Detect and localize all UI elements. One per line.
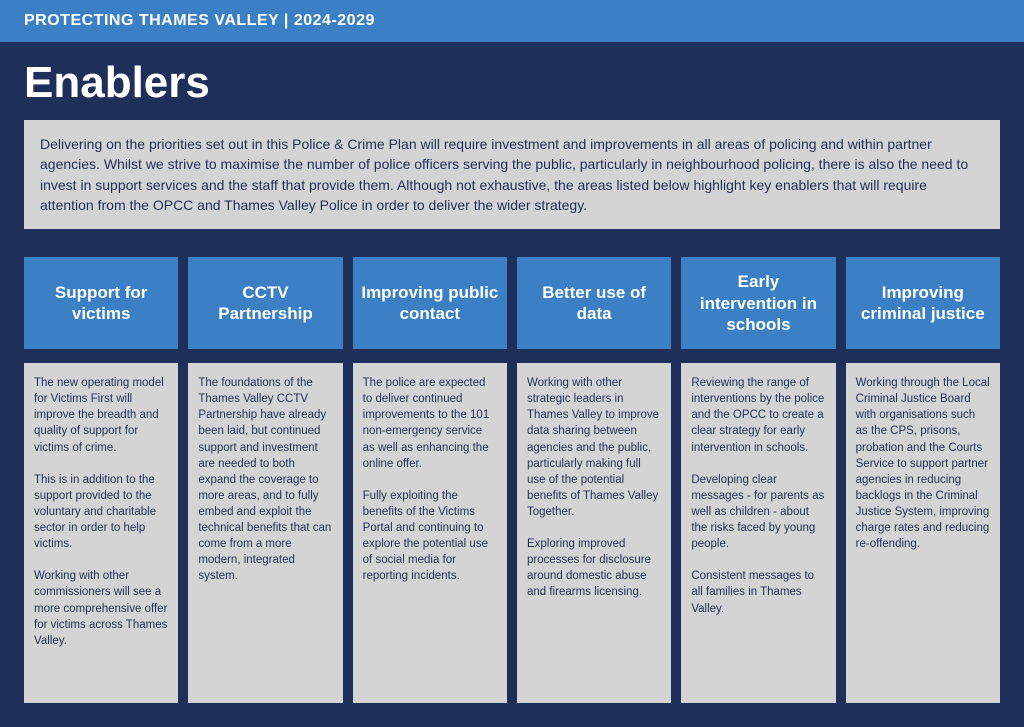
card-body: Working with other strategic leaders in … [517,363,671,703]
card-body: The police are expected to deliver conti… [353,363,507,703]
card-body: The foundations of the Thames Valley CCT… [188,363,342,703]
card-header: Better use of data [517,257,671,349]
card-heading: Improving criminal justice [852,282,994,325]
card-header: CCTV Partnership [188,257,342,349]
card-body: Working through the Local Criminal Justi… [846,363,1000,703]
intro-text: Delivering on the priorities set out in … [40,136,968,213]
card-body: The new operating model for Victims Firs… [24,363,178,703]
banner-text: PROTECTING THAMES VALLEY | 2024-2029 [24,12,375,29]
page-title: Enablers [24,58,1000,108]
card-header: Early intervention in schools [681,257,835,349]
card-heading: Support for victims [30,282,172,325]
card-row: Support for victims The new operating mo… [24,257,1000,703]
intro-box: Delivering on the priorities set out in … [24,120,1000,229]
card-support-victims: Support for victims The new operating mo… [24,257,178,703]
card-body: Reviewing the range of interventions by … [681,363,835,703]
card-better-use-of-data: Better use of data Working with other st… [517,257,671,703]
card-heading: Early intervention in schools [687,271,829,335]
card-improving-public-contact: Improving public contact The police are … [353,257,507,703]
card-header: Improving criminal justice [846,257,1000,349]
card-cctv-partnership: CCTV Partnership The foundations of the … [188,257,342,703]
card-improving-criminal-justice: Improving criminal justice Working throu… [846,257,1000,703]
card-heading: Better use of data [523,282,665,325]
main-content: Enablers Delivering on the priorities se… [0,42,1024,727]
card-heading: CCTV Partnership [194,282,336,325]
card-header: Support for victims [24,257,178,349]
card-early-intervention-schools: Early intervention in schools Reviewing … [681,257,835,703]
card-header: Improving public contact [353,257,507,349]
card-heading: Improving public contact [359,282,501,325]
top-banner: PROTECTING THAMES VALLEY | 2024-2029 [0,0,1024,42]
